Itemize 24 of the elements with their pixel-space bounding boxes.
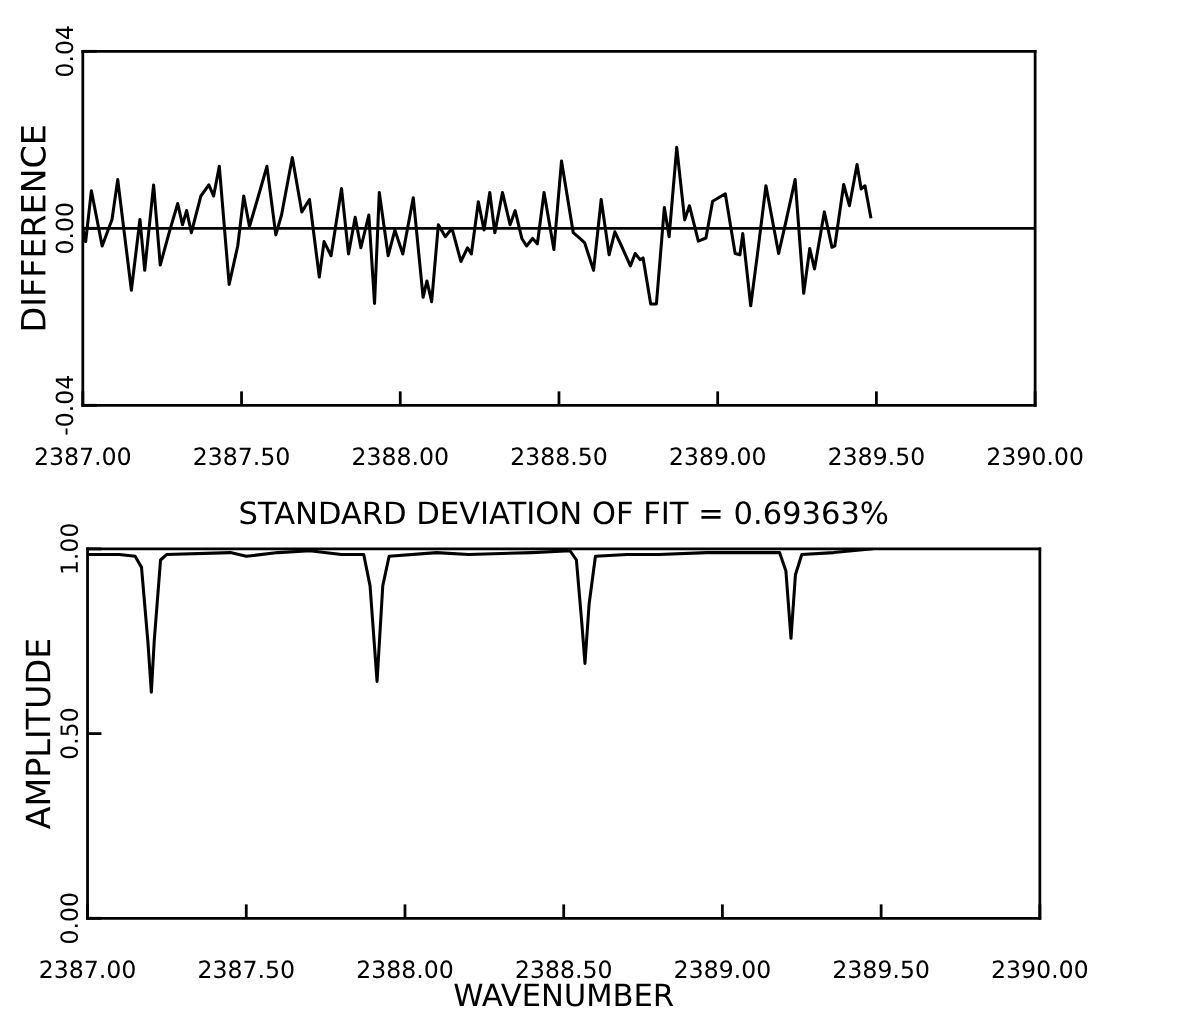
x-tick-label: 2387.00 [40,960,135,979]
x-tick-label: 2389.50 [834,960,929,979]
y-tick-label: 0.50 [60,708,79,759]
y-tick-label: 0.00 [55,203,74,254]
x-tick-label: 2389.00 [670,447,765,466]
y-tick-label: 1.00 [60,524,79,573]
y-axis-title: AMPLITUDE [25,639,51,830]
x-tick-label: 2387.00 [35,447,131,466]
y-tick-label: 0.00 [60,893,79,943]
chart-title: STANDARD DEVIATION OF FIT = 0.69363% [240,501,888,525]
x-tick-label: 2389.50 [829,447,924,466]
y-axis-title: DIFFERENCE [20,126,46,330]
y-tick-label: -0.04 [55,376,74,435]
y-tick-label: 0.04 [55,26,74,77]
x-tick-label: 2388.00 [357,960,453,979]
x-tick-label: 2387.50 [199,960,294,979]
x-tick-label: 2389.00 [675,960,770,979]
x-tick-label: 2387.50 [194,447,289,466]
x-tick-label: 2388.00 [353,447,448,466]
x-tick-label: 2388.50 [516,960,611,979]
x-axis-title: WAVENUMBER [454,983,674,1007]
x-tick-label: 2388.50 [511,447,607,466]
x-tick-label: 2390.00 [992,960,1088,979]
x-tick-label: 2390.00 [988,447,1083,466]
